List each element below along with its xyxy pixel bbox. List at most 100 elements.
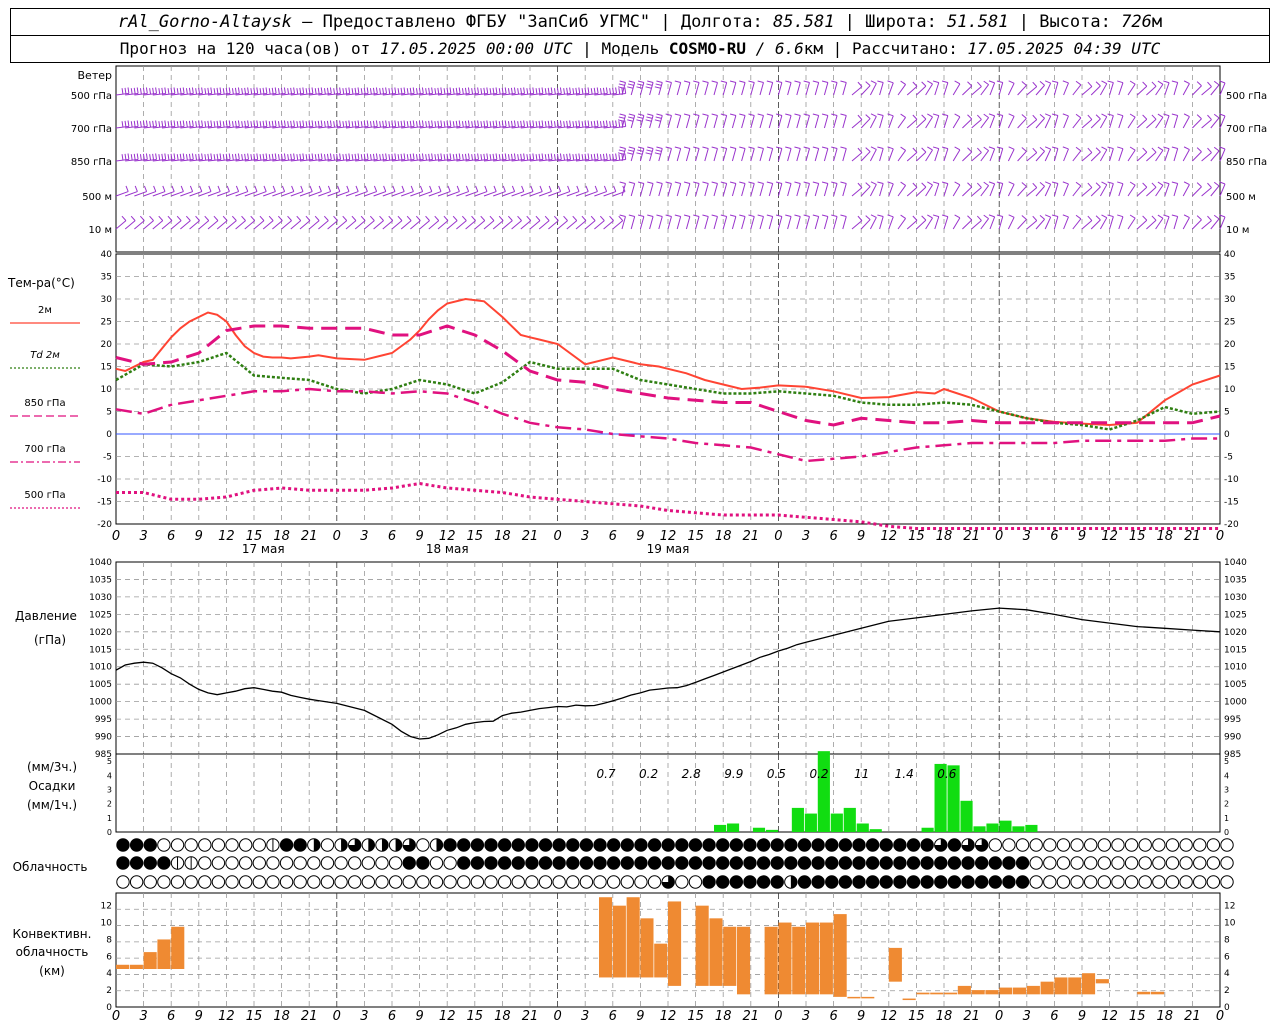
temp-title: Тем-ра(°C) xyxy=(7,276,75,290)
wind-barb-feather xyxy=(142,120,145,127)
wind-barb-feather xyxy=(415,88,418,95)
cloud-cover-symbol xyxy=(457,838,471,852)
wind-barb-feather xyxy=(201,120,204,127)
cloud-cover-symbol xyxy=(566,856,580,870)
wind-barb-feather xyxy=(1095,215,1101,221)
cloud-cover-symbol xyxy=(1206,875,1221,889)
wind-barb-feather xyxy=(996,146,1003,149)
wind-barb-feather xyxy=(609,154,612,161)
wind-barb-feather xyxy=(1021,215,1027,220)
cloud-cover-symbol xyxy=(865,856,880,870)
wind-barb-feather xyxy=(188,120,191,127)
y-tick-label: 985 xyxy=(1224,750,1241,760)
wind-barb-feather xyxy=(1008,146,1015,150)
model-res: / 6.6 xyxy=(755,39,804,58)
wind-barb-feather xyxy=(702,214,709,217)
wind-barb xyxy=(768,148,774,162)
wind-barb-feather xyxy=(1032,81,1038,87)
y-tick-label: -10 xyxy=(97,475,112,485)
cloud-cover-symbol xyxy=(634,856,648,870)
wind-barb xyxy=(161,191,175,197)
wind-barb-feather xyxy=(259,121,262,128)
wind-barb-feather xyxy=(711,113,718,116)
wind-barb xyxy=(759,148,764,162)
station-name: rAl_Gorno-Altaysk xyxy=(117,12,292,32)
wind-barb-feather xyxy=(262,120,265,127)
wind-barb xyxy=(410,191,423,197)
wind-barb xyxy=(391,220,403,230)
wind-barb-feather xyxy=(646,116,653,119)
x-tick-label: 21 xyxy=(963,529,980,544)
wind-barb-feather xyxy=(379,154,382,161)
wind-barb xyxy=(226,191,239,197)
wind-barb xyxy=(805,183,810,197)
x-tick-label: 6 xyxy=(1050,1009,1058,1024)
wind-barb-feather xyxy=(932,80,939,84)
cloud-cover-symbol xyxy=(811,838,825,852)
cloud-cover-symbol xyxy=(729,856,744,870)
wind-barb xyxy=(548,191,561,197)
wind-barb xyxy=(916,219,927,230)
wind-barb-feather xyxy=(794,80,801,83)
precip-bar xyxy=(726,823,740,832)
wind-barb-feather xyxy=(231,121,234,128)
forecast-info-bar: Прогноз на 120 часа(ов) от 17.05.2025 00… xyxy=(10,35,1270,63)
wind-barb-feather xyxy=(840,80,847,83)
wind-barb-feather xyxy=(421,153,424,160)
lat-value: 51.581 xyxy=(947,12,1009,32)
wind-barb-feather xyxy=(1183,181,1190,186)
cloud-cover-symbol xyxy=(797,875,812,889)
wind-barb xyxy=(860,85,871,96)
wind-barb xyxy=(888,82,894,96)
wind-barb-feather xyxy=(188,87,191,94)
wind-barb-feather xyxy=(556,120,559,127)
cloud-cover-symbol xyxy=(1070,838,1084,852)
wind-barb xyxy=(1127,217,1136,230)
wind-barb-feather xyxy=(581,215,587,221)
wind-barb-feather xyxy=(1008,80,1015,84)
wind-barb xyxy=(1155,184,1164,197)
wind-barb xyxy=(980,218,990,230)
wind-barb-feather xyxy=(1117,80,1124,84)
cloud-cover-symbol xyxy=(157,838,171,852)
wind-barb-feather xyxy=(351,121,354,128)
wind-barb xyxy=(1219,183,1226,197)
wind-barb xyxy=(557,191,570,197)
y-tick-label: 40 xyxy=(1224,250,1236,260)
y-tick-label: 985 xyxy=(95,750,112,760)
wind-barb xyxy=(253,220,265,230)
x-tick-label: 12 xyxy=(881,529,898,544)
wind-barb-feather xyxy=(375,120,378,127)
wind-barb-feather xyxy=(326,120,329,127)
wind-barb xyxy=(971,86,982,96)
y-tick-label: 1000 xyxy=(89,698,112,708)
y-tick-label: 2 xyxy=(106,986,112,996)
wind-barb-feather xyxy=(477,87,480,94)
wind-barb xyxy=(1201,220,1212,230)
wind-barb-feather xyxy=(1171,113,1178,117)
y-tick-label: 30 xyxy=(101,295,113,305)
wind-barb-feather xyxy=(199,185,203,192)
wind-barb-feather xyxy=(575,87,578,94)
wind-barb-feather xyxy=(455,87,458,94)
wind-barb-feather xyxy=(507,121,510,128)
wind-barb xyxy=(1035,185,1045,197)
temp-850-line xyxy=(115,324,1221,427)
wind-barb-feather xyxy=(1213,146,1220,152)
wind-barb xyxy=(1118,82,1124,96)
wind-barb-feather xyxy=(400,87,403,94)
wind-barb-feather xyxy=(637,116,644,119)
wind-barb-feather xyxy=(775,181,782,184)
wind-barb-feather xyxy=(529,120,532,127)
wind-barb-feather xyxy=(520,153,523,160)
wind-barb-feather xyxy=(821,146,828,149)
x-tick-label: 15 xyxy=(467,1009,484,1024)
wind-barb-feather xyxy=(152,120,155,127)
wind-barb-feather xyxy=(309,185,313,192)
wind-barb-feather xyxy=(831,113,838,116)
wind-barb-feather xyxy=(262,87,265,94)
cloud-cover-symbol xyxy=(838,838,853,852)
wind-barb xyxy=(759,115,764,129)
wind-barb-feather xyxy=(182,153,185,160)
wind-barb xyxy=(667,115,672,129)
